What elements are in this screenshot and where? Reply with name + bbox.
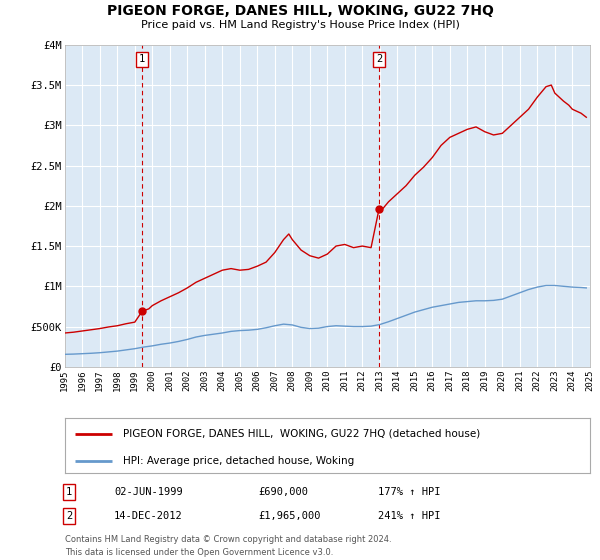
Text: £1,965,000: £1,965,000	[258, 511, 320, 521]
Text: 2: 2	[376, 54, 382, 64]
Text: 02-JUN-1999: 02-JUN-1999	[114, 487, 183, 497]
Text: PIGEON FORGE, DANES HILL,  WOKING, GU22 7HQ (detached house): PIGEON FORGE, DANES HILL, WOKING, GU22 7…	[122, 429, 480, 438]
Text: 241% ↑ HPI: 241% ↑ HPI	[378, 511, 440, 521]
Text: £690,000: £690,000	[258, 487, 308, 497]
Text: This data is licensed under the Open Government Licence v3.0.: This data is licensed under the Open Gov…	[65, 548, 333, 557]
Text: 1: 1	[66, 487, 72, 497]
Text: PIGEON FORGE, DANES HILL, WOKING, GU22 7HQ: PIGEON FORGE, DANES HILL, WOKING, GU22 7…	[107, 4, 493, 18]
Text: 2: 2	[66, 511, 72, 521]
Text: 1: 1	[139, 54, 145, 64]
Text: 14-DEC-2012: 14-DEC-2012	[114, 511, 183, 521]
Text: Price paid vs. HM Land Registry's House Price Index (HPI): Price paid vs. HM Land Registry's House …	[140, 20, 460, 30]
Text: 177% ↑ HPI: 177% ↑ HPI	[378, 487, 440, 497]
Text: HPI: Average price, detached house, Woking: HPI: Average price, detached house, Woki…	[122, 456, 354, 466]
Text: Contains HM Land Registry data © Crown copyright and database right 2024.: Contains HM Land Registry data © Crown c…	[65, 535, 391, 544]
